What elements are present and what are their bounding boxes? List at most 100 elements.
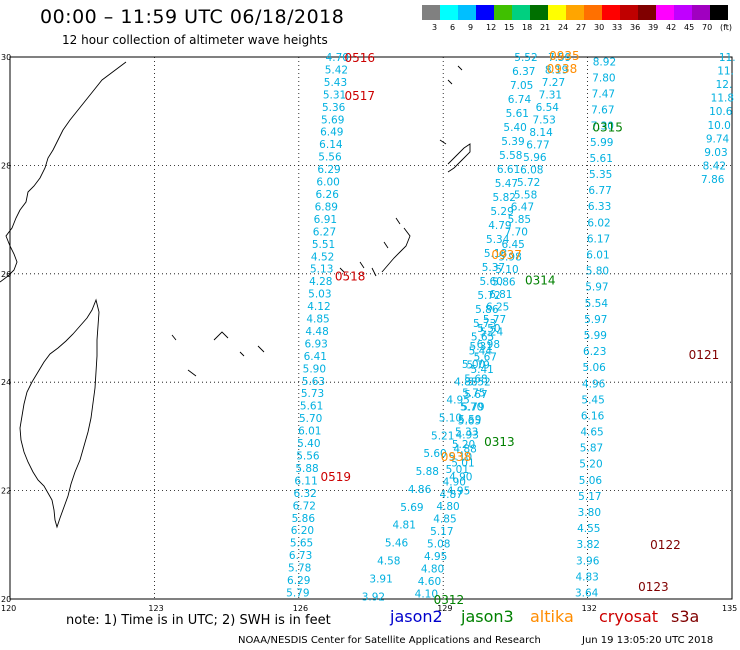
pass-time-label: 0315 [592, 120, 623, 134]
lat-label: 26 [1, 270, 11, 279]
map-subtitle: 12 hour collection of altimeter wave hei… [62, 33, 328, 47]
wave-height-value: 6.27 [313, 226, 336, 238]
wave-height-value: 6.93 [304, 338, 327, 350]
wave-height-value: 4.60 [418, 576, 441, 588]
scale-swatch [422, 5, 440, 20]
wave-height-value: 6.98 [477, 339, 500, 351]
wave-height-value: 5.24 [480, 327, 504, 339]
scale-swatch [638, 5, 656, 20]
wave-height-value: 5.18 [484, 248, 507, 260]
wave-height-value: 4.28 [309, 276, 332, 288]
wave-height-value: 5.20 [452, 439, 475, 451]
wave-height-value: 4.52 [311, 251, 334, 263]
wave-height-value: 4.70 [326, 52, 349, 64]
lat-label: 20 [1, 595, 11, 604]
wave-height-value: 5.51 [312, 239, 335, 251]
lon-label: 135 [722, 604, 737, 613]
pass-time-labels: 0516051705180519093509380937093803150314… [320, 49, 719, 607]
wave-height-value: 5.31 [323, 89, 346, 101]
wave-height-value: 8.19 [545, 64, 568, 76]
wave-height-value: 9.03 [704, 147, 727, 159]
wave-height-value: 5.17 [578, 491, 601, 503]
wave-height-value: 6.00 [316, 177, 339, 189]
map-frame [9, 56, 733, 600]
wave-height-value: 5.87 [580, 443, 603, 455]
wave-height-value: 5.45 [581, 394, 604, 406]
wave-height-value: 4.80 [436, 501, 459, 513]
coastlines [0, 61, 471, 529]
wave-height-value: 5.50 [477, 323, 500, 335]
wave-height-value: 4.55 [577, 523, 600, 535]
wave-height-value: 11.8 [711, 93, 734, 105]
scale-swatch [530, 5, 548, 20]
wave-height-value: 5.82 [493, 192, 516, 204]
wave-height-value: 4.88 [454, 377, 477, 389]
latitude-labels: 30 28 26 24 22 20 [1, 53, 11, 604]
wave-height-value: 5.86 [292, 513, 316, 525]
wave-height-color-scale [422, 5, 728, 20]
wave-height-value: 11. [719, 52, 736, 64]
ryukyu-islands [171, 65, 471, 377]
wave-height-value: 10.0 [707, 120, 730, 132]
scale-label: 15 [504, 23, 515, 32]
wave-height-value: 4.95 [446, 395, 469, 407]
wave-height-value: 3.91 [369, 573, 392, 585]
wave-height-value: 4.87 [439, 489, 462, 501]
wave-height-value: 5.06 [582, 362, 606, 374]
wave-height-value: 5.52 [514, 52, 537, 64]
wave-height-value: 3.96 [576, 555, 600, 567]
wave-height-value: 12. [716, 79, 733, 91]
wave-height-value: 5.47 [495, 178, 518, 190]
wave-height-value: 5.13 [310, 264, 333, 276]
wave-height-value: 7.80 [592, 72, 615, 84]
scale-swatch [674, 5, 692, 20]
wave-height-value: 5.75 [462, 388, 485, 400]
wave-height-value: 3.64 [575, 587, 599, 599]
wave-height-value: 5.58 [499, 150, 522, 162]
wave-height-value: 5.70 [299, 413, 322, 425]
wave-height-value: 4.58 [377, 556, 400, 568]
wave-height-value: 5.99 [584, 330, 607, 342]
satellite-legend-cryosat: cryosat [599, 607, 659, 626]
wave-height-value: 9.74 [706, 133, 730, 145]
wave-height-value: 5.08 [427, 539, 450, 551]
scale-swatch [620, 5, 638, 20]
wave-height-value: 5.65 [458, 416, 481, 428]
wave-height-value: 5.54 [585, 298, 609, 310]
wave-height-value: 6.54 [536, 102, 560, 114]
wave-height-value: 6.74 [508, 94, 532, 106]
wave-height-value: 5.61 [300, 401, 323, 413]
scale-swatch [710, 5, 728, 20]
altimeter-tracks: 4.705.425.435.315.365.696.496.145.566.29… [286, 52, 735, 603]
wave-height-value: 3.92 [362, 591, 385, 603]
wave-height-value: 5.37 [482, 262, 505, 274]
wave-height-value: 5.43 [324, 77, 347, 89]
wave-height-value: 6.25 [486, 302, 509, 314]
wave-height-value: 6.14 [319, 139, 343, 151]
wave-height-value: 5.31 [470, 341, 493, 353]
wave-height-value: 4.95 [447, 486, 470, 498]
wave-height-value: 5.65 [471, 332, 494, 344]
wave-height-value: 4.85 [433, 514, 456, 526]
wave-height-value: 4.10 [415, 589, 438, 601]
pass-time-label: 0313 [484, 435, 515, 449]
wave-height-value: 5.79 [466, 360, 489, 372]
wave-height-value: 5.72 [477, 290, 500, 302]
lon-label: 126 [293, 604, 308, 613]
wave-height-value: 5.40 [503, 122, 526, 134]
taiwan-coastline [19, 298, 100, 529]
wave-height-value: 7.53 [532, 114, 555, 126]
wave-height-value: 6.77 [526, 139, 549, 151]
wave-height-value: 5.67 [464, 389, 487, 401]
wave-height-value: 4.48 [305, 326, 328, 338]
wave-height-value: 5.33 [455, 426, 478, 438]
wave-height-value: 7.67 [591, 105, 614, 117]
scale-label: (ft) [720, 23, 733, 32]
wave-height-value: 4.93 [456, 430, 479, 442]
lat-label: 22 [1, 487, 11, 496]
pass-time-label: 0517 [345, 89, 376, 103]
wave-height-value: 5.77 [483, 314, 506, 326]
wave-height-value: 5.58 [514, 189, 537, 201]
wave-height-value: 5.06 [579, 475, 603, 487]
